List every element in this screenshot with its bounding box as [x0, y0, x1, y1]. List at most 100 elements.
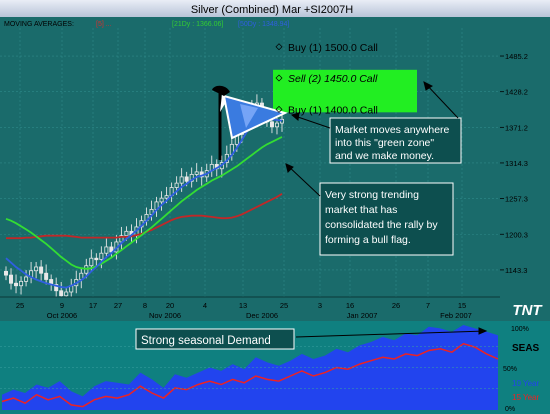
legend-label: MOVING AVERAGES:	[4, 21, 74, 28]
candle-body	[164, 195, 169, 199]
moving-averages-layer	[5, 116, 283, 289]
bull-flag-note: Very strong trending market that has con…	[319, 182, 454, 256]
candle-body	[94, 257, 99, 261]
seas-title: SEAS	[512, 343, 540, 354]
seasonal-demand-text: Strong seasonal Demand	[141, 335, 271, 347]
candle-body	[59, 290, 64, 297]
candle-body	[104, 246, 109, 254]
green-zone-note-line-1: Market moves anywhere	[335, 124, 450, 136]
arrow-to-flag-head	[290, 112, 300, 121]
green-zone-note: Market moves anywhere into this "green z…	[329, 117, 462, 164]
arrows-layer	[285, 81, 488, 338]
x-day-label: 16	[346, 301, 354, 310]
seasonal-demand-label: Strong seasonal Demand	[135, 328, 295, 350]
candle-body	[14, 282, 19, 287]
green-zone-note-line-3: and we make money.	[335, 150, 434, 162]
x-day-label: 15	[458, 301, 466, 310]
green-zone-layer	[273, 69, 417, 113]
candle-body	[184, 176, 189, 182]
candle-body	[9, 274, 14, 284]
x-day-label: 25	[280, 301, 288, 310]
candle-body	[99, 252, 104, 260]
x-day-label: 3	[318, 301, 322, 310]
candle-body	[44, 272, 49, 280]
candle-body	[269, 121, 274, 128]
x-day-label: 8	[143, 301, 147, 310]
bull-flag-icon	[212, 85, 288, 160]
candle-body	[34, 266, 39, 272]
annotation-marker	[275, 43, 283, 51]
y-tick-label: 1314.3	[505, 159, 528, 168]
candle-body	[89, 257, 94, 267]
x-day-label: 9	[60, 301, 64, 310]
annotation-label: Sell (2) 1450.0 Call	[288, 73, 378, 85]
candle-body	[189, 173, 194, 182]
x-day-label: 27	[114, 301, 122, 310]
x-day-label: 4	[203, 301, 207, 310]
x-month-label: Feb 2007	[440, 311, 472, 320]
y-tick-label: 1200.3	[505, 230, 528, 239]
x-day-label: 17	[89, 301, 97, 310]
candle-body	[64, 291, 69, 297]
tnt-logo: TNT	[503, 299, 548, 319]
bull-flag-note-line-4: forming a bull flag.	[325, 234, 411, 246]
seasonal-axis-panel	[500, 321, 550, 414]
annotation-label: Buy (1) 1400.0 Call	[288, 104, 378, 116]
candle-body	[19, 280, 24, 287]
legend-item-fast: [5] ...	[96, 21, 112, 28]
annotation-label: Buy (1) 1500.0 Call	[288, 42, 378, 54]
legend-item-slow: [50Dy : 1348.94]	[238, 21, 289, 28]
candle-body	[39, 266, 44, 274]
legend-item-mid: [21Dy : 1366.06]	[172, 21, 223, 28]
candle-body	[124, 230, 129, 237]
bull-flag-note-line-3: consolidated the rally by	[325, 219, 438, 231]
x-day-label: 20	[166, 301, 174, 310]
x-day-label: 25	[16, 301, 24, 310]
annotation-marker	[275, 105, 283, 113]
seas-tick-100: 100%	[511, 326, 529, 333]
bull-flag-note-line-1: Very strong trending	[325, 189, 419, 201]
y-tick-label: 1257.3	[505, 195, 528, 204]
y-tick-label: 1485.2	[505, 52, 528, 61]
x-month-label: Jan 2007	[347, 311, 378, 320]
y-tick-label: 1371.2	[505, 123, 528, 132]
arrow-seasonal-demand	[295, 330, 487, 338]
y-axis-panel	[500, 28, 550, 297]
x-day-label: 7	[426, 301, 430, 310]
y-axis: 1143.3 1200.3 1257.3 1314.3 1371.2 1428.2 1485…	[500, 52, 528, 275]
candle-body	[119, 235, 124, 243]
candle-body	[194, 171, 199, 175]
arrow-to-trend-head	[285, 163, 294, 173]
seas-tick-50: 50%	[503, 366, 517, 373]
bull-flag-note-line-2: market that has	[325, 204, 397, 216]
candle-body	[54, 284, 59, 292]
tnt-logo-text: TNT	[512, 302, 543, 319]
candle-body	[274, 122, 279, 128]
legend-bar	[0, 17, 550, 28]
ma-mid-line	[5, 136, 283, 270]
x-month-label: Nov 2006	[149, 311, 181, 320]
seas-legend-10y: 10 Year	[512, 379, 539, 388]
candle-body	[174, 182, 179, 188]
arrow-to-trend	[285, 163, 321, 197]
annotation-marker	[275, 74, 283, 82]
green-zone-rect	[273, 69, 417, 113]
arrow-seasonal-demand-head	[478, 327, 488, 335]
seasonal-15y-line	[1, 342, 499, 408]
candle-body	[179, 176, 184, 184]
candle-body	[24, 276, 29, 282]
x-day-label: 13	[239, 301, 247, 310]
candle-body	[159, 197, 164, 203]
option-annotations: Buy (1) 1500.0 Call Sell (2) 1450.0 Call B…	[275, 42, 378, 116]
y-tick-label: 1143.3	[505, 266, 527, 275]
x-day-label: 26	[392, 301, 400, 310]
chart-title: Silver (Combined) Mar +SI2007H	[191, 4, 353, 16]
candle-body	[4, 270, 9, 276]
y-tick-label: 1428.2	[505, 88, 528, 97]
ma-fast-line	[5, 116, 283, 289]
arrow-to-green-zone-head	[423, 81, 433, 91]
green-zone-note-line-2: into this "green zone"	[335, 137, 434, 149]
title-bar	[0, 0, 550, 17]
